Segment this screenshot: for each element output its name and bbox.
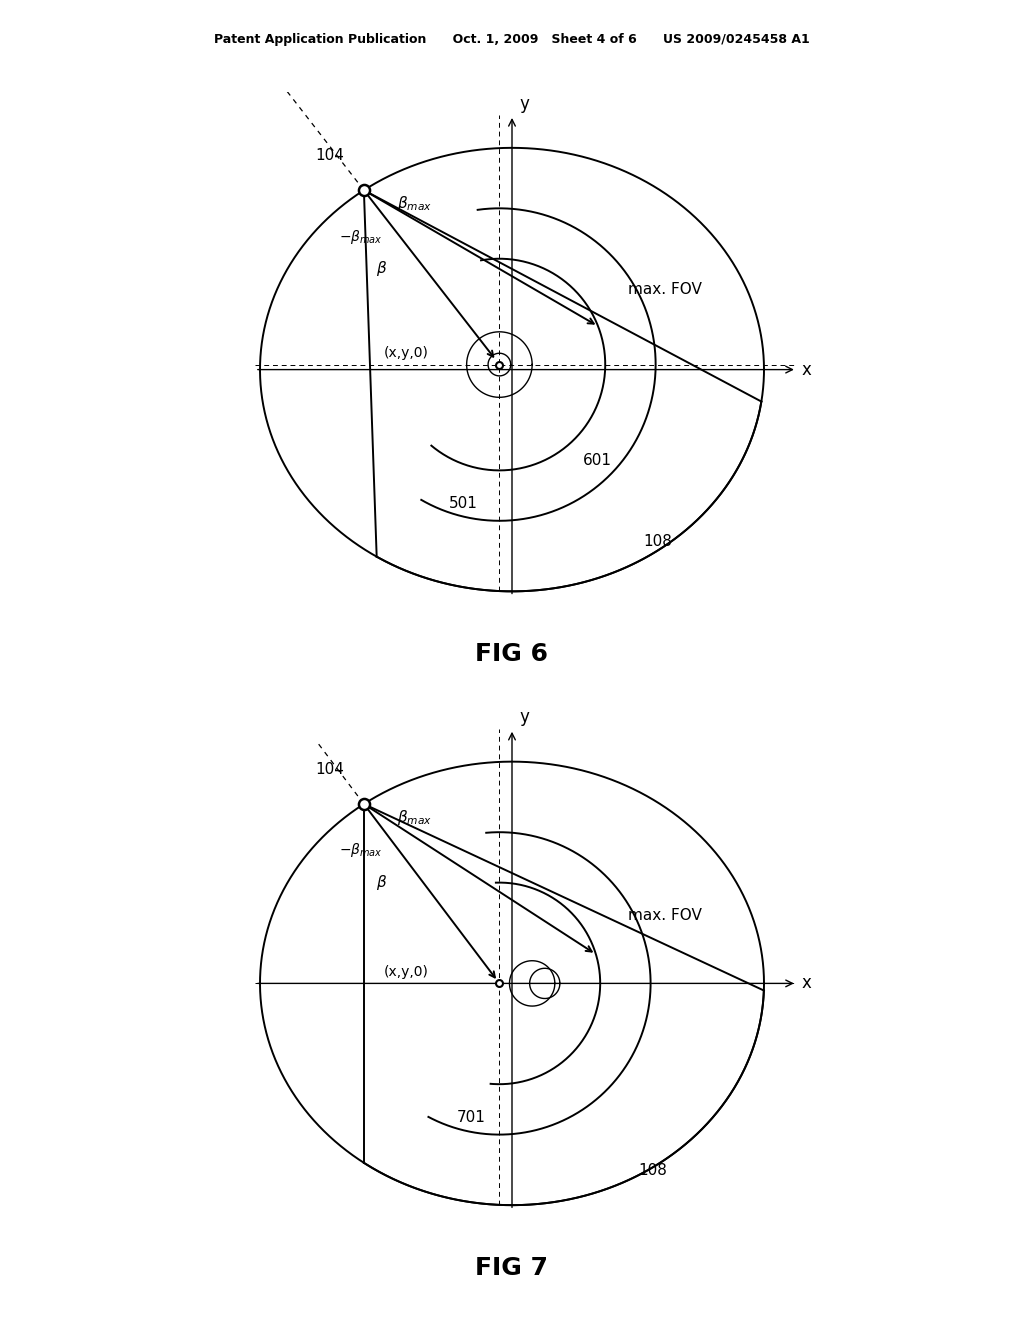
Text: $\beta$: $\beta$ [377, 873, 388, 892]
Text: 701: 701 [457, 1110, 485, 1125]
Text: max. FOV: max. FOV [628, 282, 701, 297]
Text: FIG 7: FIG 7 [475, 1255, 549, 1279]
Text: $\beta_{max}$: $\beta_{max}$ [396, 808, 432, 826]
Text: $-\beta_{max}$: $-\beta_{max}$ [339, 227, 382, 246]
Text: 104: 104 [314, 148, 344, 162]
Text: (x,y,0): (x,y,0) [383, 346, 428, 360]
Text: $-\beta_{max}$: $-\beta_{max}$ [339, 841, 382, 859]
Text: x: x [802, 974, 812, 993]
Text: 601: 601 [583, 453, 611, 469]
Text: x: x [802, 360, 812, 379]
Text: 108: 108 [643, 535, 672, 549]
Text: y: y [519, 95, 529, 112]
Text: 108: 108 [638, 1163, 667, 1177]
Text: 501: 501 [449, 496, 478, 511]
Text: $\beta$: $\beta$ [377, 259, 388, 279]
Text: max. FOV: max. FOV [628, 908, 701, 924]
Text: FIG 6: FIG 6 [475, 642, 549, 665]
Text: y: y [519, 709, 529, 726]
Text: 104: 104 [314, 762, 344, 776]
Text: Patent Application Publication      Oct. 1, 2009   Sheet 4 of 6      US 2009/024: Patent Application Publication Oct. 1, 2… [214, 33, 810, 46]
Text: $\beta_{max}$: $\beta_{max}$ [396, 194, 432, 213]
Text: (x,y,0): (x,y,0) [383, 965, 428, 979]
